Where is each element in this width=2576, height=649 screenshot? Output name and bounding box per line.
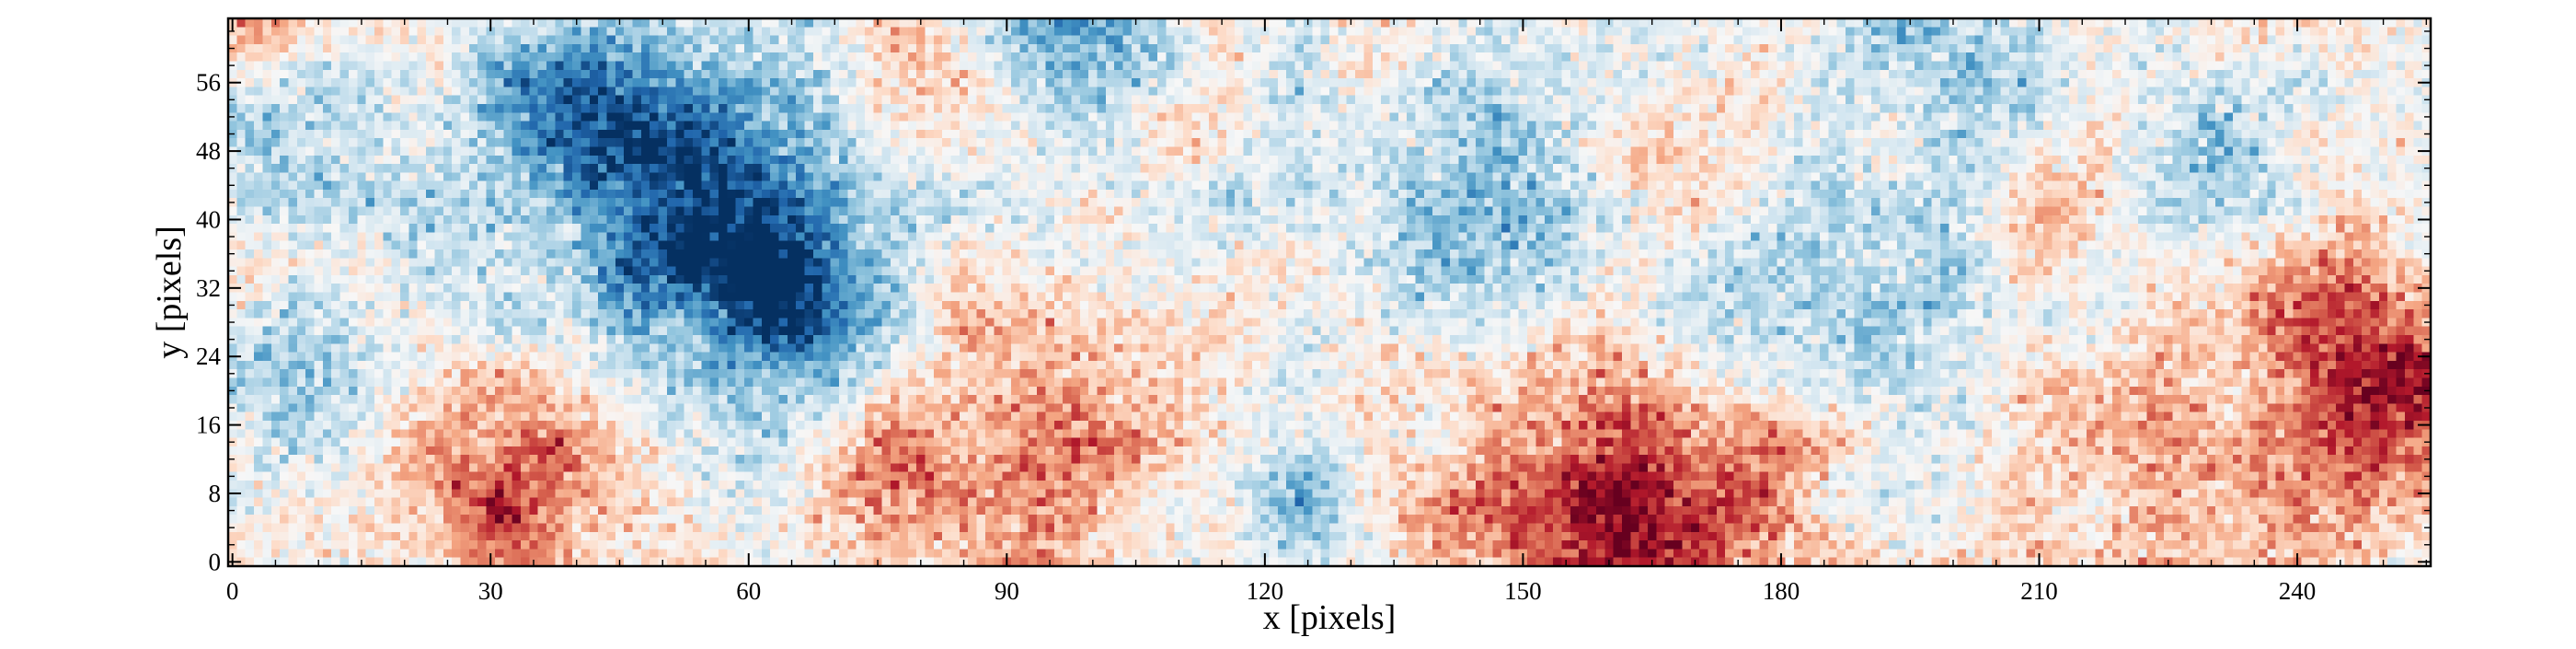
tick-labels: 0 30 60 90 120 150 180 210 240 0 8 16 24 32 40 48 56: [196, 69, 2316, 605]
y-tick-label: 48: [196, 137, 221, 165]
x-tick-label: 90: [995, 577, 1019, 605]
x-tick-label: 30: [478, 577, 503, 605]
x-tick-label: 150: [1504, 577, 1542, 605]
y-tick-label: 32: [196, 274, 221, 302]
x-tick-label: 210: [2020, 577, 2058, 605]
x-axis-label: x [pixels]: [1263, 598, 1397, 637]
y-tick-label: 56: [196, 69, 221, 97]
plot-frame: [226, 17, 2432, 568]
x-tick-label: 120: [1247, 577, 1284, 605]
y-tick-label: 24: [196, 342, 222, 370]
x-tick-label: 180: [1763, 577, 1800, 605]
x-tick-label: 0: [226, 577, 239, 605]
y-tick-label: 40: [196, 205, 221, 233]
y-tick-label: 16: [196, 411, 221, 439]
heatmap-cells: [228, 18, 2431, 566]
x-tick-label: 60: [736, 577, 761, 605]
y-axis-label: y [pixels]: [150, 226, 189, 359]
x-tick-label: 240: [2279, 577, 2317, 605]
y-tick-label: 0: [209, 548, 222, 575]
y-tick-label: 8: [209, 480, 222, 507]
